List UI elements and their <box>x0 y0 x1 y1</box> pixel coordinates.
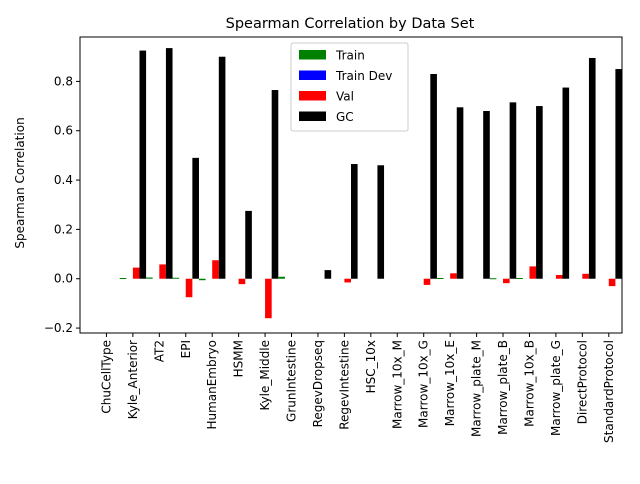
bar-train-marrow_10x_e <box>436 277 444 279</box>
bar-val-kyle_middle <box>265 278 272 319</box>
bar-val-hsmm <box>238 278 246 285</box>
bar-gc-regevintestine <box>351 164 358 279</box>
y-axis-label: Spearman Correlation <box>13 117 27 248</box>
x-tick-label: GrunIntestine <box>285 340 299 422</box>
x-tick-label: Marrow_10x_G <box>417 340 431 428</box>
bar-gc-epi <box>192 157 199 279</box>
y-tick-label: 0.4 <box>54 173 73 187</box>
legend-label: Train Dev <box>335 69 392 83</box>
bar-gc-directprotocol <box>588 57 596 279</box>
x-tick-label: Marrow_10x_E <box>443 340 457 426</box>
bar-gc-marrow_10x_e <box>456 107 464 279</box>
bar-val-marrow_plate_g <box>555 275 563 279</box>
bar-val-kyle_anterior <box>132 267 140 279</box>
bar-train-grunintestine <box>278 276 285 279</box>
bar-val-marrow_10x_g <box>423 278 431 285</box>
x-tick-label: RegevIntestine <box>337 340 351 430</box>
legend-label: GC <box>336 110 354 124</box>
x-tick-label: Marrow_plate_B <box>496 340 510 435</box>
legend-swatch-train-dev <box>299 70 326 80</box>
y-tick-label: 0.0 <box>54 272 73 286</box>
bar-val-marrow_10x_b <box>529 266 537 279</box>
bar-gc-marrow_plate_g <box>562 87 570 279</box>
y-tick-label: 0.2 <box>54 222 73 236</box>
legend-swatch-val <box>299 91 326 101</box>
x-tick-label: RegevDropseq <box>311 340 325 427</box>
bar-gc-marrow_10x_g <box>430 74 437 279</box>
x-tick-label: DirectProtocol <box>575 340 589 424</box>
bar-gc-kyle_middle <box>271 90 279 279</box>
x-tick-label: Marrow_plate_G <box>549 340 563 436</box>
bar-gc-marrow_plate_b <box>509 102 517 279</box>
bar-val-marrow_10x_e <box>450 273 457 279</box>
bar-gc-regevdropseq <box>324 270 332 279</box>
bar-train-marrow_plate_b <box>489 278 497 280</box>
legend-box <box>290 42 409 132</box>
legend: Train Train Dev Val GC <box>290 42 409 132</box>
bar-val-at2 <box>159 264 166 279</box>
legend-swatch-gc <box>299 111 326 121</box>
bar-train-humanembryo <box>198 278 206 281</box>
y-tick-label: −0.2 <box>44 321 73 335</box>
x-tick-label: HSMM <box>232 340 246 377</box>
bar-gc-kyle_anterior <box>139 50 147 279</box>
x-tick-label: Marrow_10x_B <box>522 340 536 427</box>
bars-layer <box>119 48 622 319</box>
y-tick-label: 0.6 <box>54 124 73 138</box>
bar-val-epi <box>185 278 193 298</box>
bar-val-directprotocol <box>582 273 589 279</box>
bar-gc-at2 <box>165 48 173 279</box>
bar-gc-marrow_plate_m <box>483 111 490 279</box>
x-tick-label: StandardProtocol <box>602 340 616 443</box>
bar-gc-marrow_10x_b <box>536 106 543 279</box>
bar-gc-hsmm <box>245 210 252 279</box>
bar-val-standardprotocol <box>608 278 616 287</box>
x-tick-label: HSC_10x <box>364 340 378 393</box>
plot-frame <box>79 36 623 334</box>
bar-gc-hsc_10x <box>377 165 385 279</box>
bar-val-regevintestine <box>344 278 351 283</box>
x-tick-label: EPI <box>179 340 193 358</box>
legend-label: Train <box>335 49 365 63</box>
x-tick-label: Kyle_Anterior <box>126 340 140 419</box>
x-tick-label: Marrow_10x_M <box>390 340 404 429</box>
x-tick-label: AT2 <box>152 340 166 362</box>
x-tick-label: Kyle_Middle <box>258 340 272 410</box>
legend-label: Val <box>336 90 354 104</box>
x-tick-label: HumanEmbryo <box>205 340 219 430</box>
bar-train-kyle_anterior <box>119 277 127 279</box>
x-tick-label: Marrow_plate_M <box>470 340 484 437</box>
x-tick-label: ChuCellType <box>99 340 113 414</box>
chart-title: Spearman Correlation by Data Set <box>226 16 475 32</box>
bar-gc-standardprotocol <box>615 69 622 279</box>
bar-train-epi <box>172 277 180 279</box>
y-tick-label: 0.8 <box>54 74 73 88</box>
bar-val-humanembryo <box>212 260 219 279</box>
bar-gc-humanembryo <box>218 56 226 279</box>
bar-val-marrow_plate_b <box>503 278 510 284</box>
axes-layer: ChuCellType Kyle_Anterior AT2 EPI HumanEmbry… <box>44 36 623 443</box>
bar-train-at2 <box>146 277 153 279</box>
legend-swatch-train <box>299 50 326 60</box>
bar-train-marrow_10x_b <box>516 277 523 279</box>
